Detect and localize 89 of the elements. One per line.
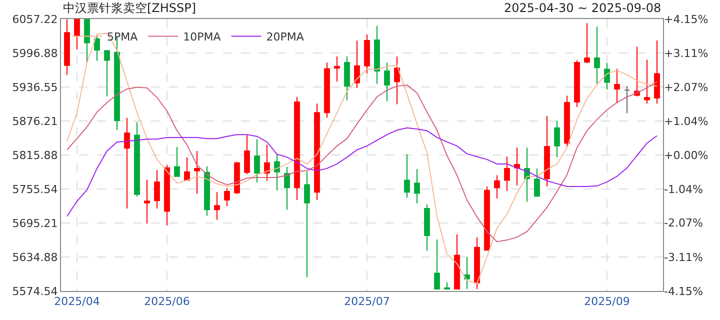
y2-tick-label: +0.00% bbox=[664, 148, 708, 162]
candlestick bbox=[84, 19, 90, 64]
candlestick bbox=[504, 156, 510, 192]
x-tick-label: 2025/06 bbox=[144, 295, 190, 308]
candlestick bbox=[494, 174, 500, 199]
candlestick bbox=[554, 120, 560, 158]
candlestick bbox=[174, 146, 180, 177]
y-tick-label: 5996.88 bbox=[12, 46, 58, 60]
candlestick bbox=[104, 50, 110, 97]
y-tick-label: 5876.21 bbox=[12, 114, 58, 128]
candlestick bbox=[154, 170, 160, 209]
y-tick-label: 5634.88 bbox=[12, 250, 58, 264]
candlestick bbox=[344, 56, 350, 101]
y-tick-label: 5574.54 bbox=[12, 284, 58, 298]
candlestick bbox=[184, 156, 190, 181]
candlestick bbox=[234, 161, 240, 194]
line-series bbox=[66, 81, 658, 242]
candlestick bbox=[134, 122, 140, 198]
chart-subtitle: 2025-04-30 ~ 2025-09-08 bbox=[504, 1, 662, 15]
candlestick bbox=[224, 188, 230, 207]
candlestick bbox=[414, 168, 420, 204]
y2-tick-label: +4.15% bbox=[664, 12, 708, 26]
y2-tick-label: -1.04% bbox=[664, 182, 703, 196]
candlestick bbox=[524, 147, 530, 202]
candlestick bbox=[294, 96, 300, 201]
x-tick-label: 2025/04 bbox=[54, 295, 100, 308]
candlestick bbox=[514, 147, 520, 186]
candlestick bbox=[334, 56, 340, 82]
candlestick bbox=[634, 46, 640, 97]
y2-tick-label: -3.11% bbox=[664, 250, 703, 264]
y-tick-label: 6057.22 bbox=[12, 12, 58, 26]
candlestick bbox=[454, 234, 460, 290]
candlestick bbox=[164, 164, 170, 226]
candlestick bbox=[594, 26, 600, 84]
y-tick-label: 5695.21 bbox=[12, 216, 58, 230]
x-tick-label: 2025/09 bbox=[584, 295, 630, 308]
y2-tick-label: -4.15% bbox=[664, 284, 703, 298]
candlestick bbox=[214, 192, 220, 220]
candlestick bbox=[404, 154, 410, 198]
candlestick bbox=[394, 56, 400, 105]
candlestick bbox=[604, 62, 610, 90]
candlestick bbox=[574, 60, 580, 108]
candlestick bbox=[444, 282, 450, 290]
chart-title: 中汉票针浆卖空[ZHSSP] bbox=[63, 1, 196, 15]
candlestick bbox=[464, 256, 470, 290]
candlestick bbox=[374, 25, 380, 84]
candlestick bbox=[194, 150, 200, 194]
candlestick bbox=[624, 86, 630, 114]
candlestick bbox=[564, 95, 570, 147]
candlestick bbox=[584, 22, 590, 64]
candlestick bbox=[364, 34, 370, 74]
candlestick bbox=[614, 68, 620, 104]
candlestick bbox=[644, 59, 650, 104]
candlestick bbox=[654, 40, 660, 104]
candlestick bbox=[244, 134, 250, 175]
candlestick bbox=[264, 144, 270, 182]
candlestick bbox=[304, 171, 310, 278]
y-tick-label: 5936.55 bbox=[12, 80, 58, 94]
candlestick bbox=[384, 62, 390, 102]
y2-tick-label: +2.07% bbox=[664, 81, 708, 94]
y2-tick-label: +3.11% bbox=[664, 46, 708, 60]
candlestick bbox=[324, 62, 330, 118]
candlestick bbox=[534, 168, 540, 198]
candlestick bbox=[64, 19, 70, 76]
candlestick bbox=[544, 116, 550, 187]
line-series bbox=[66, 32, 658, 284]
line-series bbox=[66, 127, 658, 217]
candlestick bbox=[314, 103, 320, 201]
candlestick bbox=[484, 186, 490, 251]
legend-label: 10PMA bbox=[183, 30, 222, 44]
y2-tick-label: +1.04% bbox=[664, 114, 708, 128]
candlestick bbox=[284, 166, 290, 210]
y-tick-label: 5815.88 bbox=[12, 148, 58, 162]
x-tick-label: 2025/07 bbox=[344, 295, 390, 308]
candlestick bbox=[474, 236, 480, 290]
candlestick bbox=[274, 154, 280, 191]
candlestick bbox=[424, 204, 430, 252]
y2-tick-label: -2.07% bbox=[664, 216, 703, 230]
candlestick bbox=[124, 117, 130, 209]
legend-label: 20PMA bbox=[266, 30, 304, 44]
legend-label: 5PMA bbox=[107, 30, 138, 44]
candlestick bbox=[74, 19, 80, 50]
candlestick bbox=[204, 166, 210, 216]
candlestick bbox=[434, 238, 440, 290]
candlestick bbox=[94, 34, 100, 62]
candlestick bbox=[254, 138, 260, 184]
candlestick bbox=[354, 40, 360, 88]
y-tick-label: 5755.54 bbox=[12, 182, 58, 196]
candlestick bbox=[144, 179, 150, 224]
